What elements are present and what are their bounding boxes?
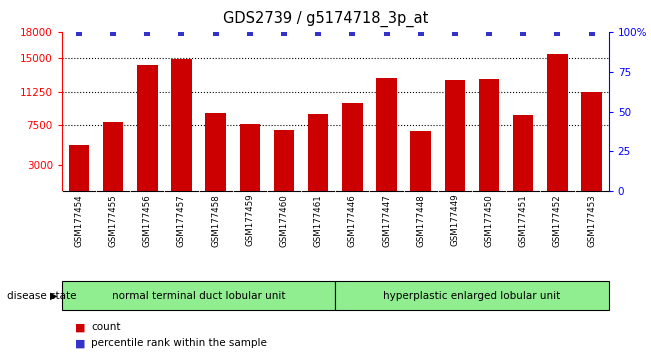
Point xyxy=(74,30,84,36)
Point xyxy=(415,30,426,36)
Point xyxy=(587,30,597,36)
Text: ▶: ▶ xyxy=(49,291,57,301)
Point xyxy=(484,30,494,36)
Bar xyxy=(273,130,294,191)
Text: GSM177459: GSM177459 xyxy=(245,194,255,246)
Point xyxy=(518,30,529,36)
Point xyxy=(245,30,255,36)
Text: ■: ■ xyxy=(75,322,85,332)
Text: hyperplastic enlarged lobular unit: hyperplastic enlarged lobular unit xyxy=(383,291,561,301)
Point xyxy=(552,30,562,36)
Bar xyxy=(171,59,192,191)
Bar xyxy=(479,79,499,191)
Text: GSM177448: GSM177448 xyxy=(416,194,425,247)
Text: percentile rank within the sample: percentile rank within the sample xyxy=(91,338,267,348)
Bar xyxy=(206,113,226,191)
Bar xyxy=(240,124,260,191)
Text: GSM177453: GSM177453 xyxy=(587,194,596,247)
Text: GSM177452: GSM177452 xyxy=(553,194,562,247)
Point xyxy=(279,30,289,36)
Point xyxy=(210,30,221,36)
Bar xyxy=(308,114,328,191)
Bar xyxy=(445,80,465,191)
Point xyxy=(108,30,118,36)
Text: GSM177450: GSM177450 xyxy=(484,194,493,247)
Bar xyxy=(137,65,158,191)
Bar xyxy=(376,78,396,191)
Text: GSM177454: GSM177454 xyxy=(74,194,83,247)
Text: GSM177457: GSM177457 xyxy=(177,194,186,247)
Bar xyxy=(581,92,602,191)
Point xyxy=(381,30,392,36)
Point xyxy=(142,30,152,36)
Text: GSM177461: GSM177461 xyxy=(314,194,323,247)
Bar xyxy=(547,54,568,191)
Bar xyxy=(103,122,124,191)
Point xyxy=(176,30,187,36)
Bar xyxy=(342,103,363,191)
Text: GSM177446: GSM177446 xyxy=(348,194,357,247)
Bar xyxy=(411,131,431,191)
Text: GSM177458: GSM177458 xyxy=(211,194,220,247)
Bar xyxy=(69,145,89,191)
Text: count: count xyxy=(91,322,120,332)
Text: GSM177455: GSM177455 xyxy=(109,194,118,247)
Text: normal terminal duct lobular unit: normal terminal duct lobular unit xyxy=(112,291,285,301)
Text: GSM177451: GSM177451 xyxy=(519,194,528,247)
Text: disease state: disease state xyxy=(7,291,76,301)
Point xyxy=(313,30,324,36)
Text: GSM177456: GSM177456 xyxy=(143,194,152,247)
Text: GDS2739 / g5174718_3p_at: GDS2739 / g5174718_3p_at xyxy=(223,11,428,27)
Bar xyxy=(62,281,335,310)
Point xyxy=(450,30,460,36)
Bar xyxy=(335,281,609,310)
Point xyxy=(347,30,357,36)
Bar xyxy=(513,115,534,191)
Text: GSM177460: GSM177460 xyxy=(279,194,288,247)
Text: ■: ■ xyxy=(75,338,85,348)
Text: GSM177447: GSM177447 xyxy=(382,194,391,247)
Text: GSM177449: GSM177449 xyxy=(450,194,460,246)
